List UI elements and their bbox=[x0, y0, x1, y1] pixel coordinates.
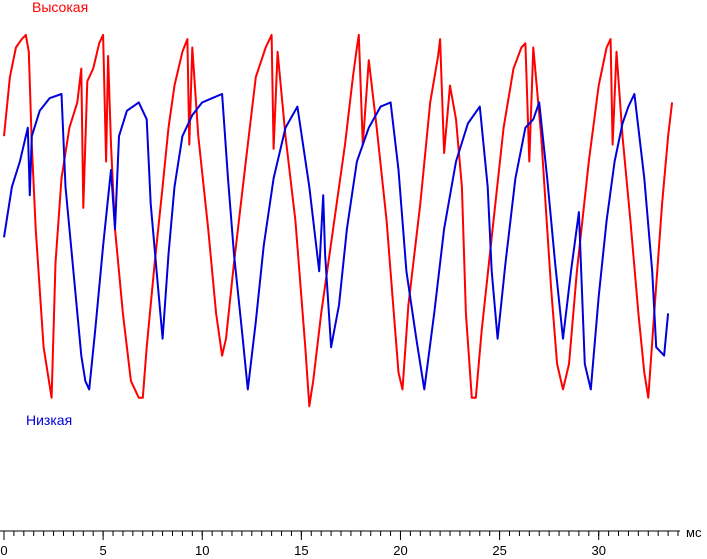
x-axis-tick-labels: 0 5 10 15 20 25 30 bbox=[0, 543, 606, 558]
x-tick-label: 10 bbox=[195, 543, 209, 558]
series-line-low bbox=[3, 93, 670, 391]
x-tick-label: 0 bbox=[0, 543, 7, 558]
x-tick-label: 25 bbox=[492, 543, 506, 558]
x-tick-label: 15 bbox=[294, 543, 308, 558]
series-label-high: Высокая bbox=[32, 0, 88, 15]
x-axis-unit-label: мс bbox=[686, 525, 702, 540]
x-tick-label: 20 bbox=[393, 543, 407, 558]
x-tick-label: 5 bbox=[100, 543, 107, 558]
x-tick-label: 30 bbox=[591, 543, 605, 558]
x-axis-major-ticks bbox=[3, 531, 600, 540]
x-axis-minor-ticks bbox=[3, 531, 679, 536]
series-layer bbox=[3, 33, 674, 408]
series-label-low: Низкая bbox=[26, 412, 72, 428]
series-line-high bbox=[3, 33, 674, 408]
